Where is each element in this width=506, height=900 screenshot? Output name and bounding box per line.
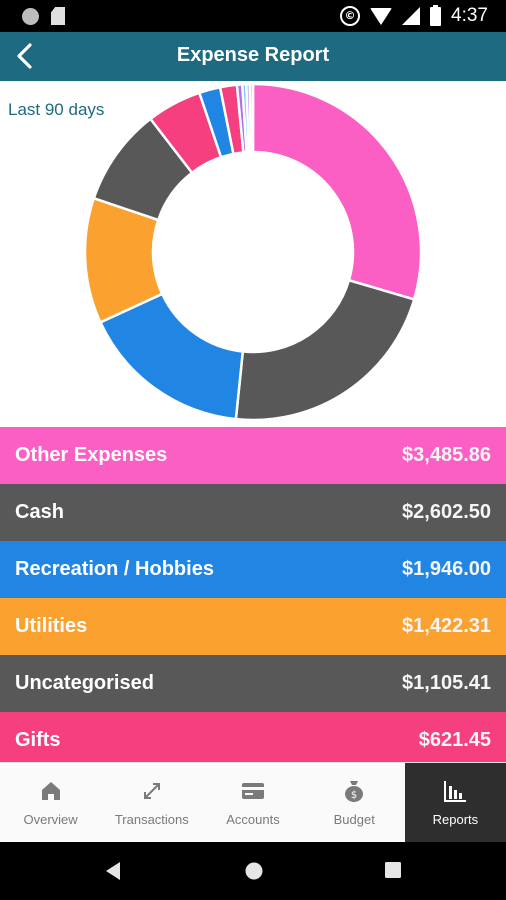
bar-chart-icon xyxy=(444,781,467,802)
donut-segment[interactable] xyxy=(234,278,416,422)
card-icon xyxy=(242,783,264,799)
expense-donut-chart[interactable] xyxy=(0,81,506,427)
bottom-navigation: Overview Transactions Accounts $ Budget Repor… xyxy=(0,762,506,842)
nav-item-reports[interactable]: Reports xyxy=(404,763,506,842)
category-row[interactable]: Cash $2,602.50 xyxy=(0,484,506,541)
svg-text:$: $ xyxy=(351,790,357,801)
donut-segment[interactable] xyxy=(248,82,255,154)
category-row[interactable]: Gifts $621.45 xyxy=(0,712,506,762)
chart-area: Last 90 days xyxy=(0,81,506,427)
nav-label: Reports xyxy=(432,812,479,827)
category-row[interactable]: Recreation / Hobbies $1,946.00 xyxy=(0,541,506,598)
app-bar: Expense Report xyxy=(0,32,506,81)
nav-item-transactions[interactable]: Transactions xyxy=(101,763,202,842)
nav-label: Transactions xyxy=(114,812,189,827)
period-label[interactable]: Last 90 days xyxy=(8,100,105,119)
money-bag-icon: $ xyxy=(345,781,364,802)
page-title: Expense Report xyxy=(176,44,330,66)
category-name: Other Expenses xyxy=(15,444,168,466)
category-row[interactable]: Uncategorised $1,105.41 xyxy=(0,655,506,712)
nav-item-overview[interactable]: Overview xyxy=(0,763,101,842)
nav-label: Overview xyxy=(23,812,78,827)
donut-segment[interactable] xyxy=(251,82,423,302)
data-saver-icon: © xyxy=(340,6,361,26)
sd-card-icon xyxy=(51,7,65,25)
system-recents-icon[interactable] xyxy=(384,861,402,879)
home-icon xyxy=(41,782,60,800)
nav-item-accounts[interactable]: Accounts xyxy=(202,763,303,842)
category-amount: $1,105.41 xyxy=(402,672,491,694)
category-name: Gifts xyxy=(15,729,61,751)
wifi-icon xyxy=(370,7,393,25)
notification-dot-icon xyxy=(22,7,39,25)
system-navigation-bar xyxy=(0,842,506,900)
nav-item-budget[interactable]: $ Budget xyxy=(304,763,405,842)
signal-icon xyxy=(402,7,421,25)
category-amount: $2,602.50 xyxy=(402,501,491,523)
category-name: Recreation / Hobbies xyxy=(15,558,214,580)
nav-label: Accounts xyxy=(226,812,280,827)
category-amount: $1,422.31 xyxy=(402,615,491,637)
category-name: Cash xyxy=(15,501,64,523)
category-amount: $1,946.00 xyxy=(402,558,491,580)
status-bar: © 4:37 xyxy=(0,0,506,32)
category-row[interactable]: Utilities $1,422.31 xyxy=(0,598,506,655)
system-home-icon[interactable] xyxy=(244,861,264,881)
category-name: Utilities xyxy=(15,615,88,637)
status-time: 4:37 xyxy=(451,5,488,26)
transfer-arrows-icon xyxy=(143,783,160,799)
back-arrow-icon xyxy=(17,43,32,69)
back-button[interactable] xyxy=(10,40,42,72)
category-amount: $621.45 xyxy=(418,729,491,751)
category-row[interactable]: Other Expenses $3,485.86 xyxy=(0,427,506,484)
category-name: Uncategorised xyxy=(15,672,154,694)
nav-label: Budget xyxy=(333,812,375,827)
system-back-icon[interactable] xyxy=(104,861,122,881)
category-amount: $3,485.86 xyxy=(402,444,491,466)
battery-icon xyxy=(430,4,442,26)
category-list: Other Expenses $3,485.86 Cash $2,602.50 Recr… xyxy=(0,427,506,762)
